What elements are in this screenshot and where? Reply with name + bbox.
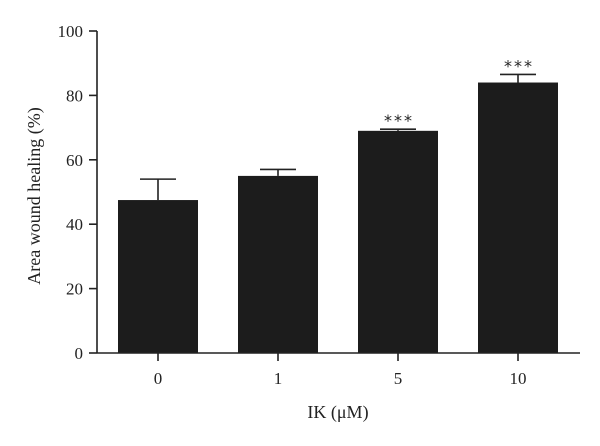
y-axis-title: Area wound healing (%) bbox=[24, 107, 45, 284]
bar bbox=[358, 130, 438, 353]
error-bars-layer bbox=[140, 73, 536, 201]
x-tick-label: 5 bbox=[394, 369, 403, 388]
bar bbox=[238, 175, 318, 353]
y-tick-label: 100 bbox=[58, 22, 84, 41]
bar bbox=[118, 200, 198, 353]
x-tick-label: 1 bbox=[274, 369, 283, 388]
y-tick-label: 40 bbox=[66, 215, 83, 234]
x-tick-label: 0 bbox=[154, 369, 163, 388]
significance-layer: *** *** bbox=[384, 56, 534, 130]
y-tick-label: 80 bbox=[66, 86, 83, 105]
y-ticks: 0 20 40 60 80 100 bbox=[58, 22, 97, 363]
y-tick-label: 60 bbox=[66, 151, 83, 170]
x-axis-title: IK (μM) bbox=[307, 402, 368, 423]
x-tick-label: 10 bbox=[510, 369, 527, 388]
x-ticks: 0 1 5 10 bbox=[154, 353, 527, 388]
bar bbox=[478, 82, 558, 354]
bars-layer bbox=[118, 82, 558, 354]
significance-marker: *** bbox=[504, 56, 534, 75]
significance-marker: *** bbox=[384, 111, 414, 130]
y-tick-label: 20 bbox=[66, 280, 83, 299]
y-tick-label: 0 bbox=[75, 344, 84, 363]
